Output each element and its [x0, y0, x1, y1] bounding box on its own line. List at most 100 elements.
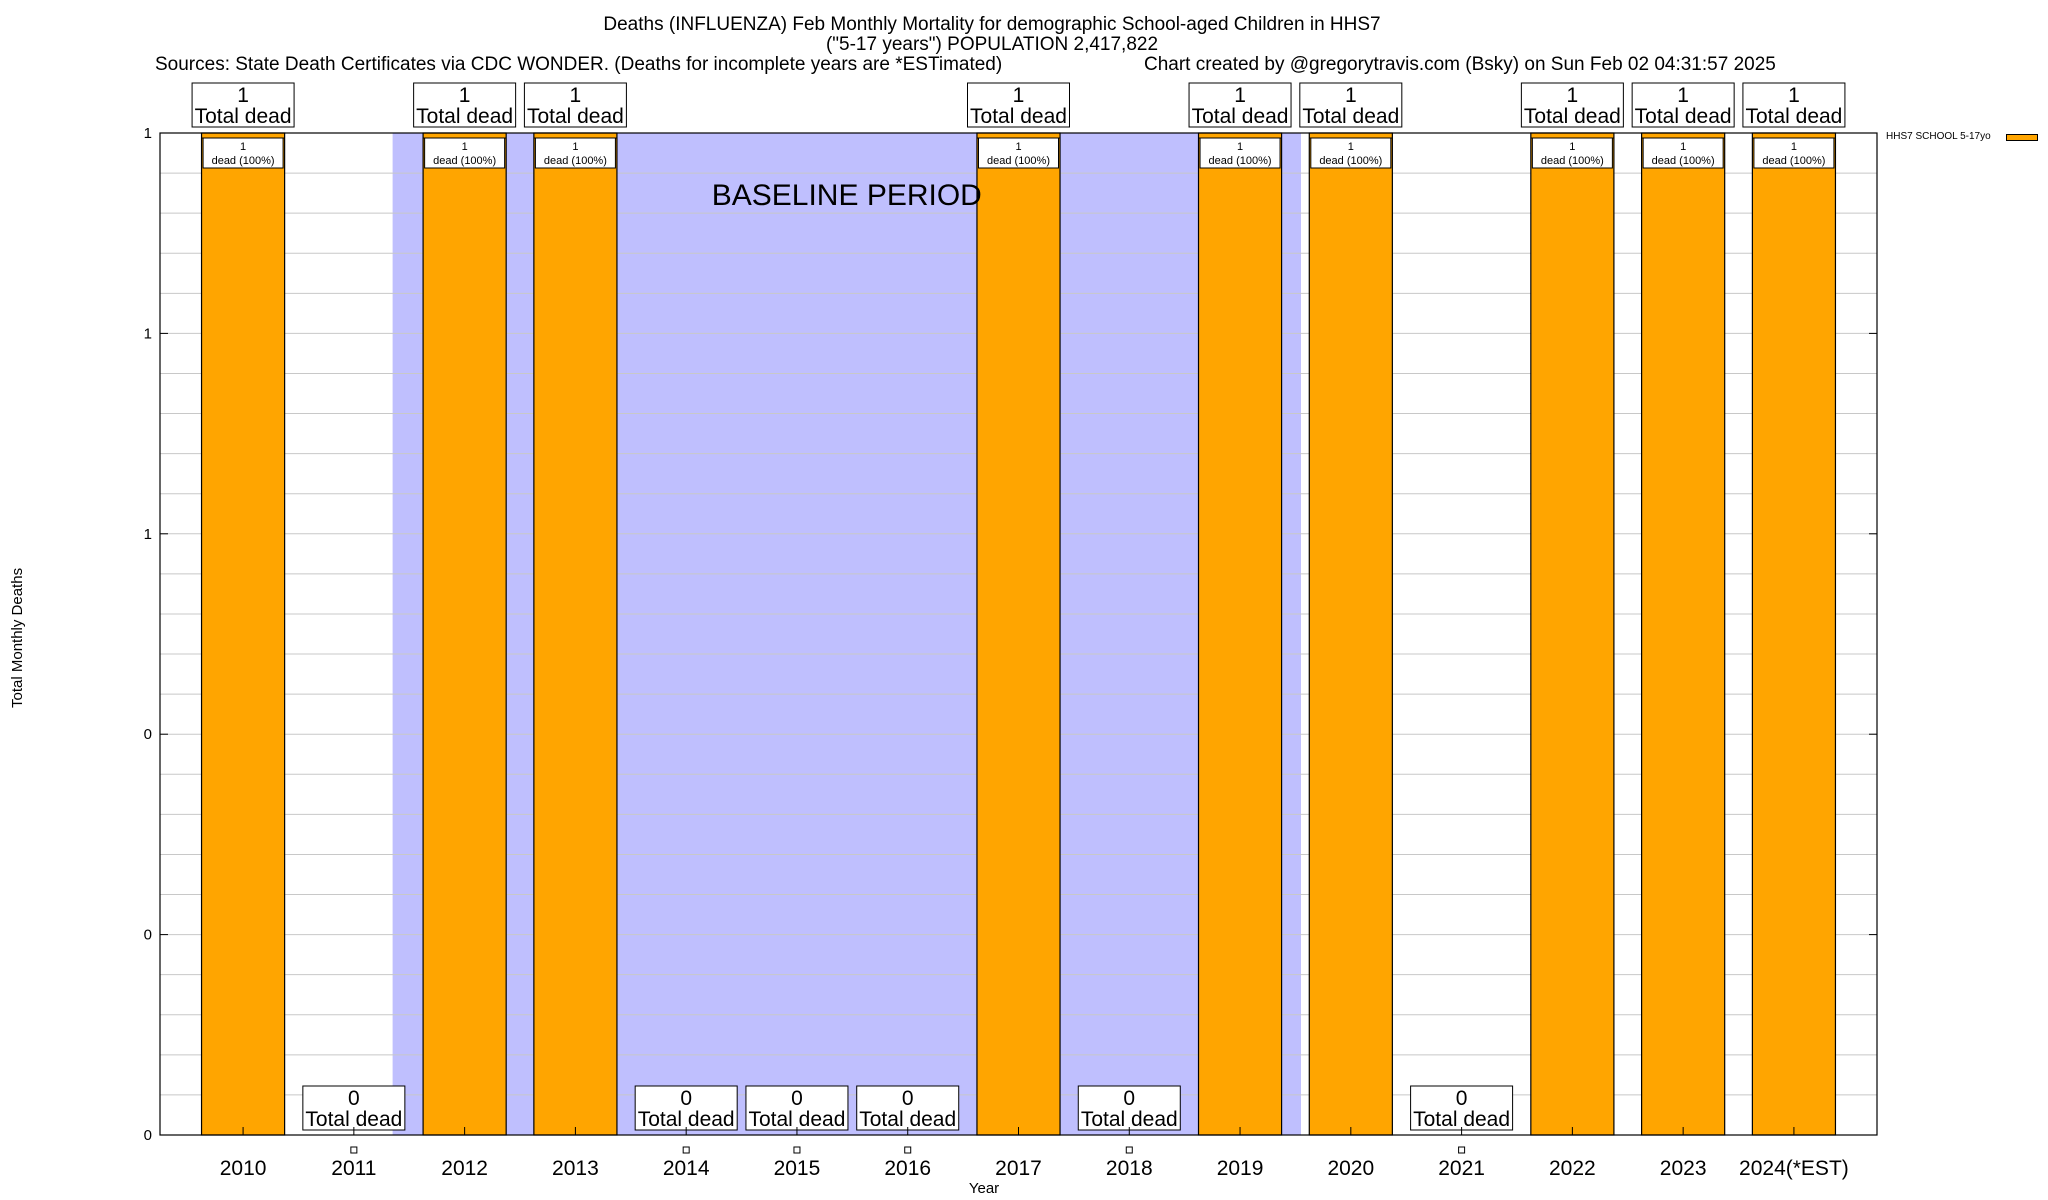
x-tick-label-2022: 2022: [1549, 1157, 1596, 1180]
total-label-box-2022: [1520, 82, 1624, 128]
x-tick-label-2013: 2013: [552, 1157, 599, 1180]
segment-label-box-2012: [424, 137, 506, 169]
x-tick-label-2021: 2021: [1438, 1157, 1485, 1180]
total-label-text-2012: Total dead: [416, 105, 513, 128]
x-tick-label-2018: 2018: [1106, 1157, 1153, 1180]
bar-2022: [1530, 132, 1615, 1136]
total-label-value-2013: 1: [570, 84, 582, 107]
x-tick-label-2024(*EST): 2024(*EST): [1739, 1157, 1849, 1180]
total-label-value-2019: 1: [1234, 84, 1246, 107]
total-label-box-2020: [1299, 82, 1403, 128]
x-tick-label-2014: 2014: [663, 1157, 710, 1180]
segment-label-text-2023: dead (100%): [1652, 155, 1715, 167]
zero-marker-2021: [1458, 1146, 1466, 1154]
bar-2017: [976, 132, 1061, 1136]
legend-label: HHS7 SCHOOL 5-17yo: [1886, 131, 1991, 142]
total-label-value-2023: 1: [1677, 84, 1689, 107]
y-tick-label: 0: [144, 726, 152, 743]
x-tick-label-2020: 2020: [1327, 1157, 1374, 1180]
baseline-period-shading: [392, 133, 1301, 1135]
total-label-text-2018: Total dead: [1081, 1108, 1178, 1131]
total-label-box-2016: [856, 1085, 960, 1131]
bar-2012: [422, 132, 507, 1136]
chart-credit: Chart created by @gregorytravis.com (Bsk…: [1144, 54, 1776, 75]
bar-2020: [1308, 132, 1393, 1136]
segment-label-box-2020: [1310, 137, 1392, 169]
total-label-value-2015: 0: [791, 1087, 803, 1110]
segment-label-text-2019: dead (100%): [1209, 155, 1272, 167]
chart-title-line-1: Deaths (INFLUENZA) Feb Monthly Mortality…: [603, 14, 1381, 35]
total-label-text-2011: Total dead: [305, 1108, 402, 1131]
total-label-box-2018: [1077, 1085, 1181, 1131]
segment-label-value-2017: 1: [1015, 141, 1021, 153]
segment-label-box-2017: [978, 137, 1059, 169]
zero-marker-2016: [904, 1146, 912, 1154]
bars: [200, 132, 1837, 1154]
baseline-period-band: [392, 133, 1301, 1135]
total-label-value-2018: 0: [1123, 1087, 1135, 1110]
bar-2023: [1641, 132, 1726, 1136]
bar-2019: [1197, 132, 1283, 1136]
bar-2024(*EST): [1751, 132, 1837, 1136]
segment-label-value-2013: 1: [572, 141, 578, 153]
x-tick-label-2012: 2012: [441, 1157, 488, 1180]
total-label-text-2017: Total dead: [970, 105, 1067, 128]
total-label-value-2011: 0: [348, 1087, 360, 1110]
total-label-text-2013: Total dead: [527, 105, 624, 128]
x-axis-label: Year: [968, 1180, 1000, 1197]
segment-label-value-2019: 1: [1237, 141, 1243, 153]
total-label-text-2021: Total dead: [1413, 1108, 1510, 1131]
x-tick-label-2011: 2011: [331, 1157, 376, 1180]
total-label-box-2010: [191, 82, 295, 128]
total-label-value-2016: 0: [902, 1087, 914, 1110]
segment-label-value-2024(*EST): 1: [1791, 141, 1797, 153]
total-label-text-2019: Total dead: [1192, 105, 1289, 128]
total-label-text-2020: Total dead: [1302, 105, 1399, 128]
y-tick-label: 1: [144, 526, 152, 543]
chart-sources: Sources: State Death Certificates via CD…: [155, 54, 1003, 75]
x-tick-label-2015: 2015: [774, 1157, 821, 1180]
segment-label-text-2022: dead (100%): [1541, 155, 1604, 167]
total-label-value-2014: 0: [680, 1087, 692, 1110]
segment-label-box-2024(*EST): [1753, 137, 1835, 169]
x-tick-label-2019: 2019: [1217, 1157, 1264, 1180]
total-label-value-2021: 0: [1456, 1087, 1468, 1110]
y-tick-label: 1: [144, 325, 152, 342]
baseline-period-label: BASELINE PERIOD: [712, 179, 982, 212]
total-label-text-2024(*EST): Total dead: [1745, 105, 1842, 128]
total-label-box-2023: [1631, 82, 1735, 128]
total-label-box-2012: [413, 82, 517, 128]
segment-label-box-2019: [1199, 137, 1281, 169]
zero-marker-2018: [1125, 1146, 1133, 1154]
segment-label-box-2010: [202, 137, 284, 169]
total-label-text-2014: Total dead: [638, 1108, 735, 1131]
x-tick-label-2016: 2016: [884, 1157, 931, 1180]
bar-2013: [533, 132, 618, 1136]
total-label-value-2022: 1: [1567, 84, 1579, 107]
x-tick-label-2017: 2017: [995, 1157, 1042, 1180]
segment-label-value-2023: 1: [1680, 141, 1686, 153]
total-label-value-2010: 1: [237, 84, 249, 107]
total-label-value-2024(*EST): 1: [1788, 84, 1800, 107]
total-label-value-2017: 1: [1013, 84, 1025, 107]
x-tick-label-2023: 2023: [1660, 1157, 1707, 1180]
bar-2010: [200, 132, 286, 1136]
total-label-box-2011: [302, 1085, 406, 1131]
segment-label-box-2022: [1531, 137, 1613, 169]
total-label-box-2024(*EST): [1742, 82, 1846, 128]
total-label-box-2014: [634, 1085, 738, 1131]
total-label-box-2017: [967, 82, 1070, 128]
y-tick-label: 1: [144, 125, 152, 142]
segment-label-value-2020: 1: [1348, 141, 1354, 153]
total-label-value-2012: 1: [459, 84, 471, 107]
y-tick-label: 0: [144, 1127, 152, 1144]
total-label-box-2013: [523, 82, 627, 128]
segment-label-text-2017: dead (100%): [987, 155, 1050, 167]
axis-ticks: 2010 2011 2012 2013 2014 2015 2016 2017 2018 2019…: [144, 125, 1877, 1180]
segment-label-box-2013: [534, 137, 616, 169]
segment-label-text-2012: dead (100%): [433, 155, 496, 167]
segment-label-text-2020: dead (100%): [1319, 155, 1382, 167]
segment-label-value-2022: 1: [1569, 141, 1575, 153]
